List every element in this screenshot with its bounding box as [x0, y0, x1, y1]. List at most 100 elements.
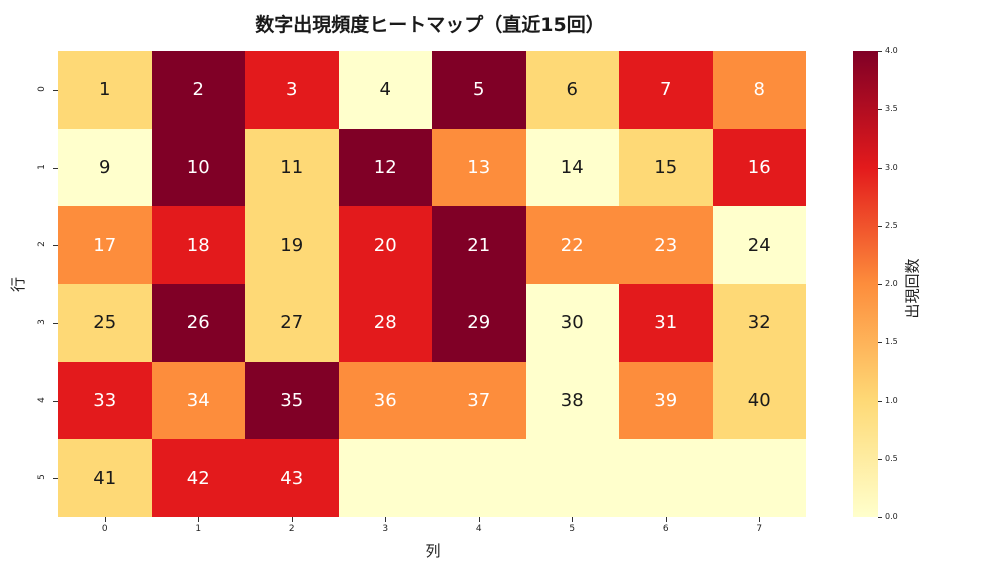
heatmap-cell: 30: [525, 283, 619, 362]
colorbar-tick-mark: [878, 167, 882, 169]
colorbar-tick-label: 1.0: [885, 395, 898, 405]
heatmap-cell: 43: [245, 439, 339, 517]
heatmap-cell: 15: [619, 128, 713, 207]
heatmap-cell: 26: [151, 283, 245, 362]
heatmap-cell: 34: [151, 361, 245, 440]
heatmap-grid: 1 2 3 4 5 6 7 8 9 10 11 12 13 14 15 16 17 18 19 20 21 22 23 24 2…: [58, 51, 806, 517]
heatmap-cell: 17: [58, 206, 152, 284]
heatmap-cell: [432, 439, 526, 517]
colorbar-tick-label: 4.0: [885, 46, 898, 55]
heatmap-cell: 29: [432, 283, 526, 362]
y-tick-label: 1: [37, 163, 47, 170]
heatmap-cell: 11: [245, 128, 339, 207]
heatmap-cell: 8: [712, 51, 806, 129]
heatmap-cell: 4: [338, 51, 432, 129]
x-tick-label: 2: [288, 524, 295, 534]
colorbar-tick-label: 2.0: [885, 279, 898, 288]
chart-title: 数字出現頻度ヒートマップ（直近15回）: [255, 14, 605, 36]
heatmap-cell: 2: [151, 51, 245, 129]
y-tick-label: 2: [37, 241, 47, 248]
y-tick-mark: [53, 89, 58, 91]
heatmap-cell: 13: [432, 128, 526, 207]
x-tick-mark: [291, 517, 293, 522]
heatmap-cell: 27: [245, 283, 339, 362]
y-tick-mark: [53, 400, 58, 402]
heatmap-cell: 37: [432, 361, 526, 440]
heatmap-cell: [619, 439, 713, 517]
heatmap-cell: 28: [338, 283, 432, 362]
x-tick-mark: [759, 517, 761, 522]
heatmap-cell: 3: [245, 51, 339, 129]
colorbar: [853, 51, 878, 517]
heatmap-cell: 24: [712, 206, 806, 284]
heatmap-cell: 5: [432, 51, 526, 129]
colorbar-label: 出現回数: [903, 258, 922, 319]
heatmap-cell: 38: [525, 361, 619, 440]
heatmap-cell: 25: [58, 283, 152, 362]
heatmap-cell: 33: [58, 361, 152, 440]
x-tick-label: 1: [195, 524, 202, 534]
y-axis-label: 行: [9, 276, 28, 293]
colorbar-tick-mark: [878, 458, 882, 460]
heatmap-cell: 12: [338, 128, 432, 207]
colorbar-tick-mark: [878, 342, 882, 344]
x-axis-label: 列: [425, 542, 441, 560]
y-tick-label: 0: [37, 85, 47, 92]
heatmap-cell: 23: [619, 206, 713, 284]
colorbar-tick-mark: [878, 517, 882, 518]
colorbar-tick-label: 0.0: [885, 512, 898, 521]
heatmap-cell: [712, 439, 806, 517]
heatmap-cell: 40: [712, 361, 806, 440]
colorbar-tick-label: 0.5: [885, 453, 898, 463]
colorbar-tick-mark: [878, 51, 882, 52]
y-tick-label: 5: [37, 474, 47, 481]
y-tick-label: 4: [37, 396, 47, 403]
heatmap-cell: 16: [712, 128, 806, 207]
heatmap-cell: 14: [525, 128, 619, 207]
heatmap-cell: 35: [245, 361, 339, 440]
colorbar-tick-mark: [878, 225, 882, 227]
x-tick-label: 5: [569, 524, 576, 534]
heatmap-cell: 19: [245, 206, 339, 284]
heatmap-cell: 21: [432, 206, 526, 284]
heatmap-cell: 20: [338, 206, 432, 284]
heatmap-cell: 10: [151, 128, 245, 207]
heatmap-cell: [338, 439, 432, 517]
heatmap-cell: 39: [619, 361, 713, 440]
x-tick-mark: [385, 517, 387, 522]
x-tick-mark: [478, 517, 480, 522]
x-tick-label: 0: [101, 524, 108, 534]
x-tick-mark: [572, 517, 574, 522]
x-tick-mark: [198, 517, 200, 522]
heatmap-cell: 31: [619, 283, 713, 362]
colorbar-tick-label: 1.5: [885, 337, 898, 347]
heatmap-cell: 22: [525, 206, 619, 284]
colorbar-tick-mark: [878, 400, 882, 402]
x-tick-label: 7: [756, 524, 763, 534]
x-tick-label: 6: [662, 524, 669, 534]
heatmap-cell: 42: [151, 439, 245, 517]
colorbar-tick-mark: [878, 284, 882, 285]
x-tick-mark: [104, 517, 106, 522]
colorbar-tick-label: 3.5: [885, 104, 898, 114]
x-tick-label: 3: [382, 524, 389, 534]
heatmap-cell: 1: [58, 51, 152, 129]
x-tick-label: 4: [475, 524, 482, 534]
heatmap-cell: 41: [58, 439, 152, 517]
heatmap-cell: 32: [712, 283, 806, 362]
y-tick-label: 3: [37, 318, 47, 325]
y-tick-mark: [53, 322, 58, 324]
y-tick-mark: [53, 167, 58, 169]
heatmap-cell: [525, 439, 619, 517]
colorbar-tick-label: 3.0: [885, 162, 898, 172]
heatmap-cell: 6: [525, 51, 619, 129]
colorbar-tick-mark: [878, 109, 882, 111]
heatmap-cell: 9: [58, 128, 152, 207]
y-tick-mark: [53, 478, 58, 480]
heatmap-cell: 36: [338, 361, 432, 440]
heatmap-cell: 7: [619, 51, 713, 129]
heatmap-cell: 18: [151, 206, 245, 284]
y-tick-mark: [53, 245, 58, 247]
colorbar-tick-label: 2.5: [885, 220, 898, 230]
x-tick-mark: [665, 517, 667, 522]
